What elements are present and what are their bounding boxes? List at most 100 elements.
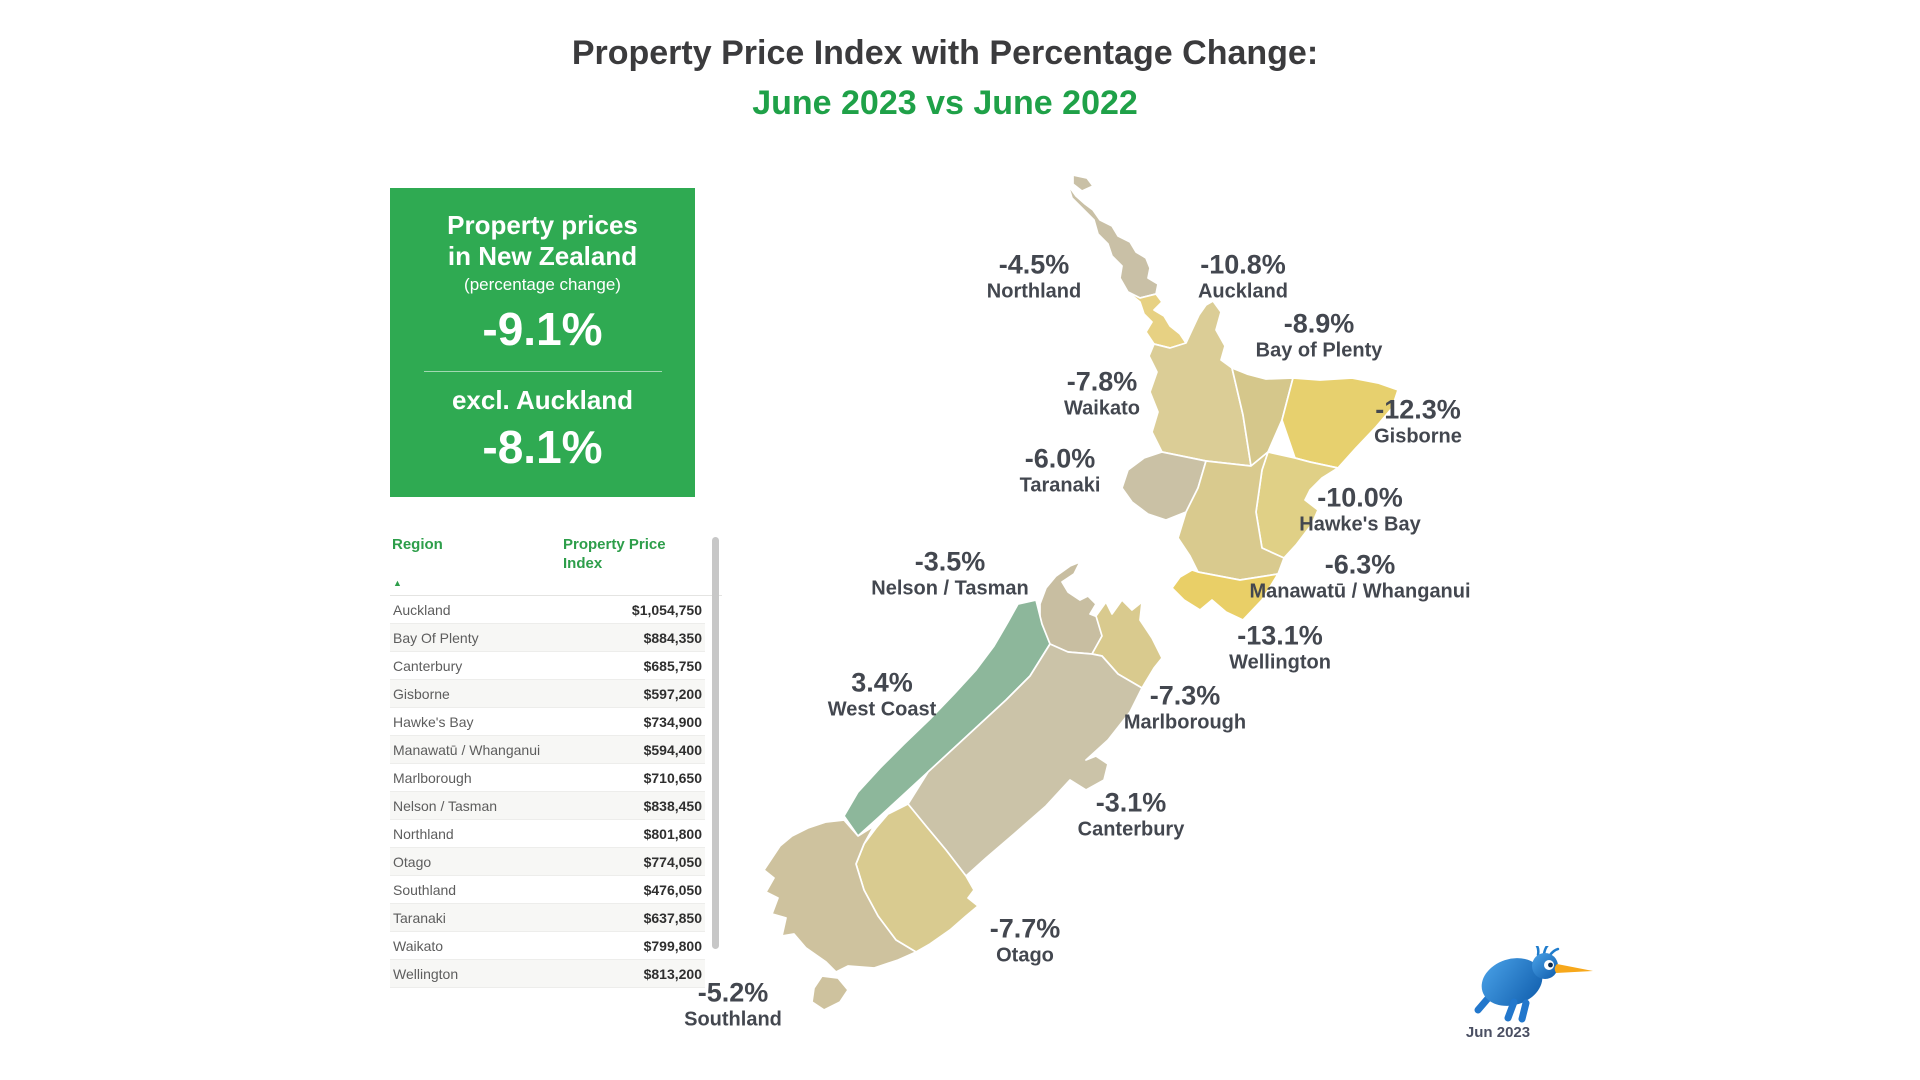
row-region: Canterbury bbox=[393, 657, 463, 674]
page-title-block: Property Price Index with Percentage Cha… bbox=[395, 34, 1495, 123]
column-header-region[interactable]: Region bbox=[392, 536, 443, 553]
region-name: Canterbury bbox=[1077, 818, 1185, 841]
table-row[interactable]: Otago $774,050 bbox=[390, 848, 705, 876]
pct-change: -7.7% bbox=[989, 913, 1061, 944]
region-north-cape[interactable] bbox=[1072, 174, 1094, 192]
page-title: Property Price Index with Percentage Cha… bbox=[571, 34, 1319, 72]
region-southland[interactable] bbox=[763, 819, 917, 973]
region-name: Gisborne bbox=[1374, 425, 1462, 448]
row-value: $594,400 bbox=[643, 741, 702, 758]
table-row[interactable]: Nelson / Tasman $838,450 bbox=[390, 792, 705, 820]
row-value: $799,800 bbox=[643, 937, 702, 954]
map-label-nelson-tasman: -3.5% Nelson / Tasman bbox=[871, 546, 1029, 601]
pct-change: -3.1% bbox=[1095, 787, 1167, 818]
row-region: Taranaki bbox=[393, 909, 446, 926]
card-heading-line1: Property prices bbox=[447, 210, 638, 240]
table-body: Auckland $1,054,750 Bay Of Plenty $884,350… bbox=[390, 595, 722, 988]
pct-change: -7.8% bbox=[1066, 366, 1138, 397]
table-row[interactable]: Marlborough $710,650 bbox=[390, 764, 705, 792]
row-region: Nelson / Tasman bbox=[393, 797, 498, 814]
table-scrollbar[interactable] bbox=[712, 537, 719, 949]
table-row[interactable]: Taranaki $637,850 bbox=[390, 904, 705, 932]
table-row[interactable]: Gisborne $597,200 bbox=[390, 680, 705, 708]
region-name: Waikato bbox=[1064, 397, 1140, 420]
map-label-bay-of-plenty: -8.9% Bay of Plenty bbox=[1255, 308, 1383, 363]
map-label-waikato: -7.8% Waikato bbox=[1064, 366, 1140, 421]
table-row[interactable]: Wellington $813,200 bbox=[390, 960, 705, 988]
region-canterbury[interactable] bbox=[907, 643, 1143, 877]
region-waikato[interactable] bbox=[1148, 300, 1252, 467]
map-label-west-coast: 3.4% West Coast bbox=[827, 667, 937, 722]
summary-card: Property prices in New Zealand (percenta… bbox=[390, 188, 695, 497]
column-header-property-price-index[interactable]: Property Price Index bbox=[563, 536, 666, 572]
region-name: Nelson / Tasman bbox=[871, 577, 1029, 600]
region-name: Bay of Plenty bbox=[1255, 339, 1383, 362]
map-label-gisborne: -12.3% Gisborne bbox=[1374, 394, 1462, 449]
row-value: $734,900 bbox=[643, 713, 702, 730]
map-label-southland: -5.2% Southland bbox=[684, 978, 782, 1032]
map-label-marlborough: -7.3% Marlborough bbox=[1123, 680, 1247, 735]
table-row[interactable]: Southland $476,050 bbox=[390, 876, 705, 904]
row-value: $685,750 bbox=[643, 657, 702, 674]
region-name: Wellington bbox=[1229, 651, 1331, 674]
row-region: Manawatū / Whanganui bbox=[393, 741, 541, 758]
pct-change: -8.9% bbox=[1283, 308, 1355, 339]
pct-change: -4.5% bbox=[998, 249, 1070, 280]
row-region: Southland bbox=[393, 881, 457, 898]
map-label-otago: -7.7% Otago bbox=[989, 913, 1061, 968]
region-auckland[interactable] bbox=[1127, 291, 1187, 349]
region-northland[interactable] bbox=[1067, 184, 1159, 299]
map-label-canterbury: -3.1% Canterbury bbox=[1077, 787, 1185, 842]
row-region: Gisborne bbox=[393, 685, 450, 702]
pct-change: 3.4% bbox=[851, 667, 913, 698]
card-nz-pct-value: -9.1% bbox=[482, 303, 603, 355]
region-stewart-island[interactable] bbox=[811, 975, 849, 1011]
card-heading-line2: in New Zealand bbox=[447, 241, 638, 271]
map-label-auckland: -10.8% Auckland bbox=[1197, 250, 1289, 304]
region-wellington[interactable] bbox=[1171, 569, 1279, 621]
card-excl-auckland-label: excl. Auckland bbox=[451, 385, 634, 415]
table-row[interactable]: Canterbury $685,750 bbox=[390, 652, 705, 680]
row-value: $884,350 bbox=[643, 629, 702, 646]
row-value: $1,054,750 bbox=[631, 601, 702, 618]
pct-change: -7.3% bbox=[1149, 680, 1221, 711]
region-name: Otago bbox=[996, 944, 1054, 967]
pct-change: -13.1% bbox=[1237, 620, 1323, 651]
map-label-northland: -4.5% Northland bbox=[986, 249, 1082, 304]
table-row[interactable]: Northland $801,800 bbox=[390, 820, 705, 848]
card-excl-auckland-value: -8.1% bbox=[482, 421, 603, 473]
sort-ascending-icon[interactable]: ▲ bbox=[393, 578, 402, 588]
kiwi-logo-icon bbox=[1474, 946, 1593, 1023]
pct-change: -6.0% bbox=[1024, 443, 1096, 474]
region-name: Hawke's Bay bbox=[1299, 513, 1421, 536]
row-region: Northland bbox=[393, 825, 454, 842]
map-date-annotation: Jun 2023 bbox=[1465, 1024, 1531, 1041]
region-name: Southland bbox=[684, 1008, 782, 1031]
table-row[interactable]: Hawke's Bay $734,900 bbox=[390, 708, 705, 736]
table-row[interactable]: Waikato $799,800 bbox=[390, 932, 705, 960]
map-label-taranaki: -6.0% Taranaki bbox=[1020, 443, 1101, 498]
row-value: $637,850 bbox=[643, 909, 702, 926]
row-region: Wellington bbox=[393, 965, 459, 982]
page-subtitle: June 2023 vs June 2022 bbox=[752, 84, 1138, 122]
region-name: Auckland bbox=[1197, 280, 1289, 303]
row-value: $838,450 bbox=[643, 797, 702, 814]
table-row[interactable]: Auckland $1,054,750 bbox=[390, 596, 705, 624]
region-price-table: Region Property Price Index ▲ Auckland $1… bbox=[390, 535, 722, 988]
row-region: Marlborough bbox=[393, 769, 472, 786]
row-value: $774,050 bbox=[643, 853, 702, 870]
pct-change: -3.5% bbox=[914, 546, 986, 577]
row-value: $813,200 bbox=[643, 965, 702, 982]
pct-change: -12.3% bbox=[1375, 394, 1461, 425]
table-row[interactable]: Manawatū / Whanganui $594,400 bbox=[390, 736, 705, 764]
row-region: Otago bbox=[393, 853, 432, 870]
table-row[interactable]: Bay Of Plenty $884,350 bbox=[390, 624, 705, 652]
map-label-hawkes-bay: -10.0% Hawke's Bay bbox=[1299, 482, 1421, 537]
row-value: $597,200 bbox=[643, 685, 702, 702]
region-name: Northland bbox=[986, 280, 1082, 303]
region-name: West Coast bbox=[827, 698, 937, 721]
pct-change: -10.0% bbox=[1317, 482, 1403, 513]
region-name: Marlborough bbox=[1123, 711, 1247, 734]
row-value: $801,800 bbox=[643, 825, 702, 842]
